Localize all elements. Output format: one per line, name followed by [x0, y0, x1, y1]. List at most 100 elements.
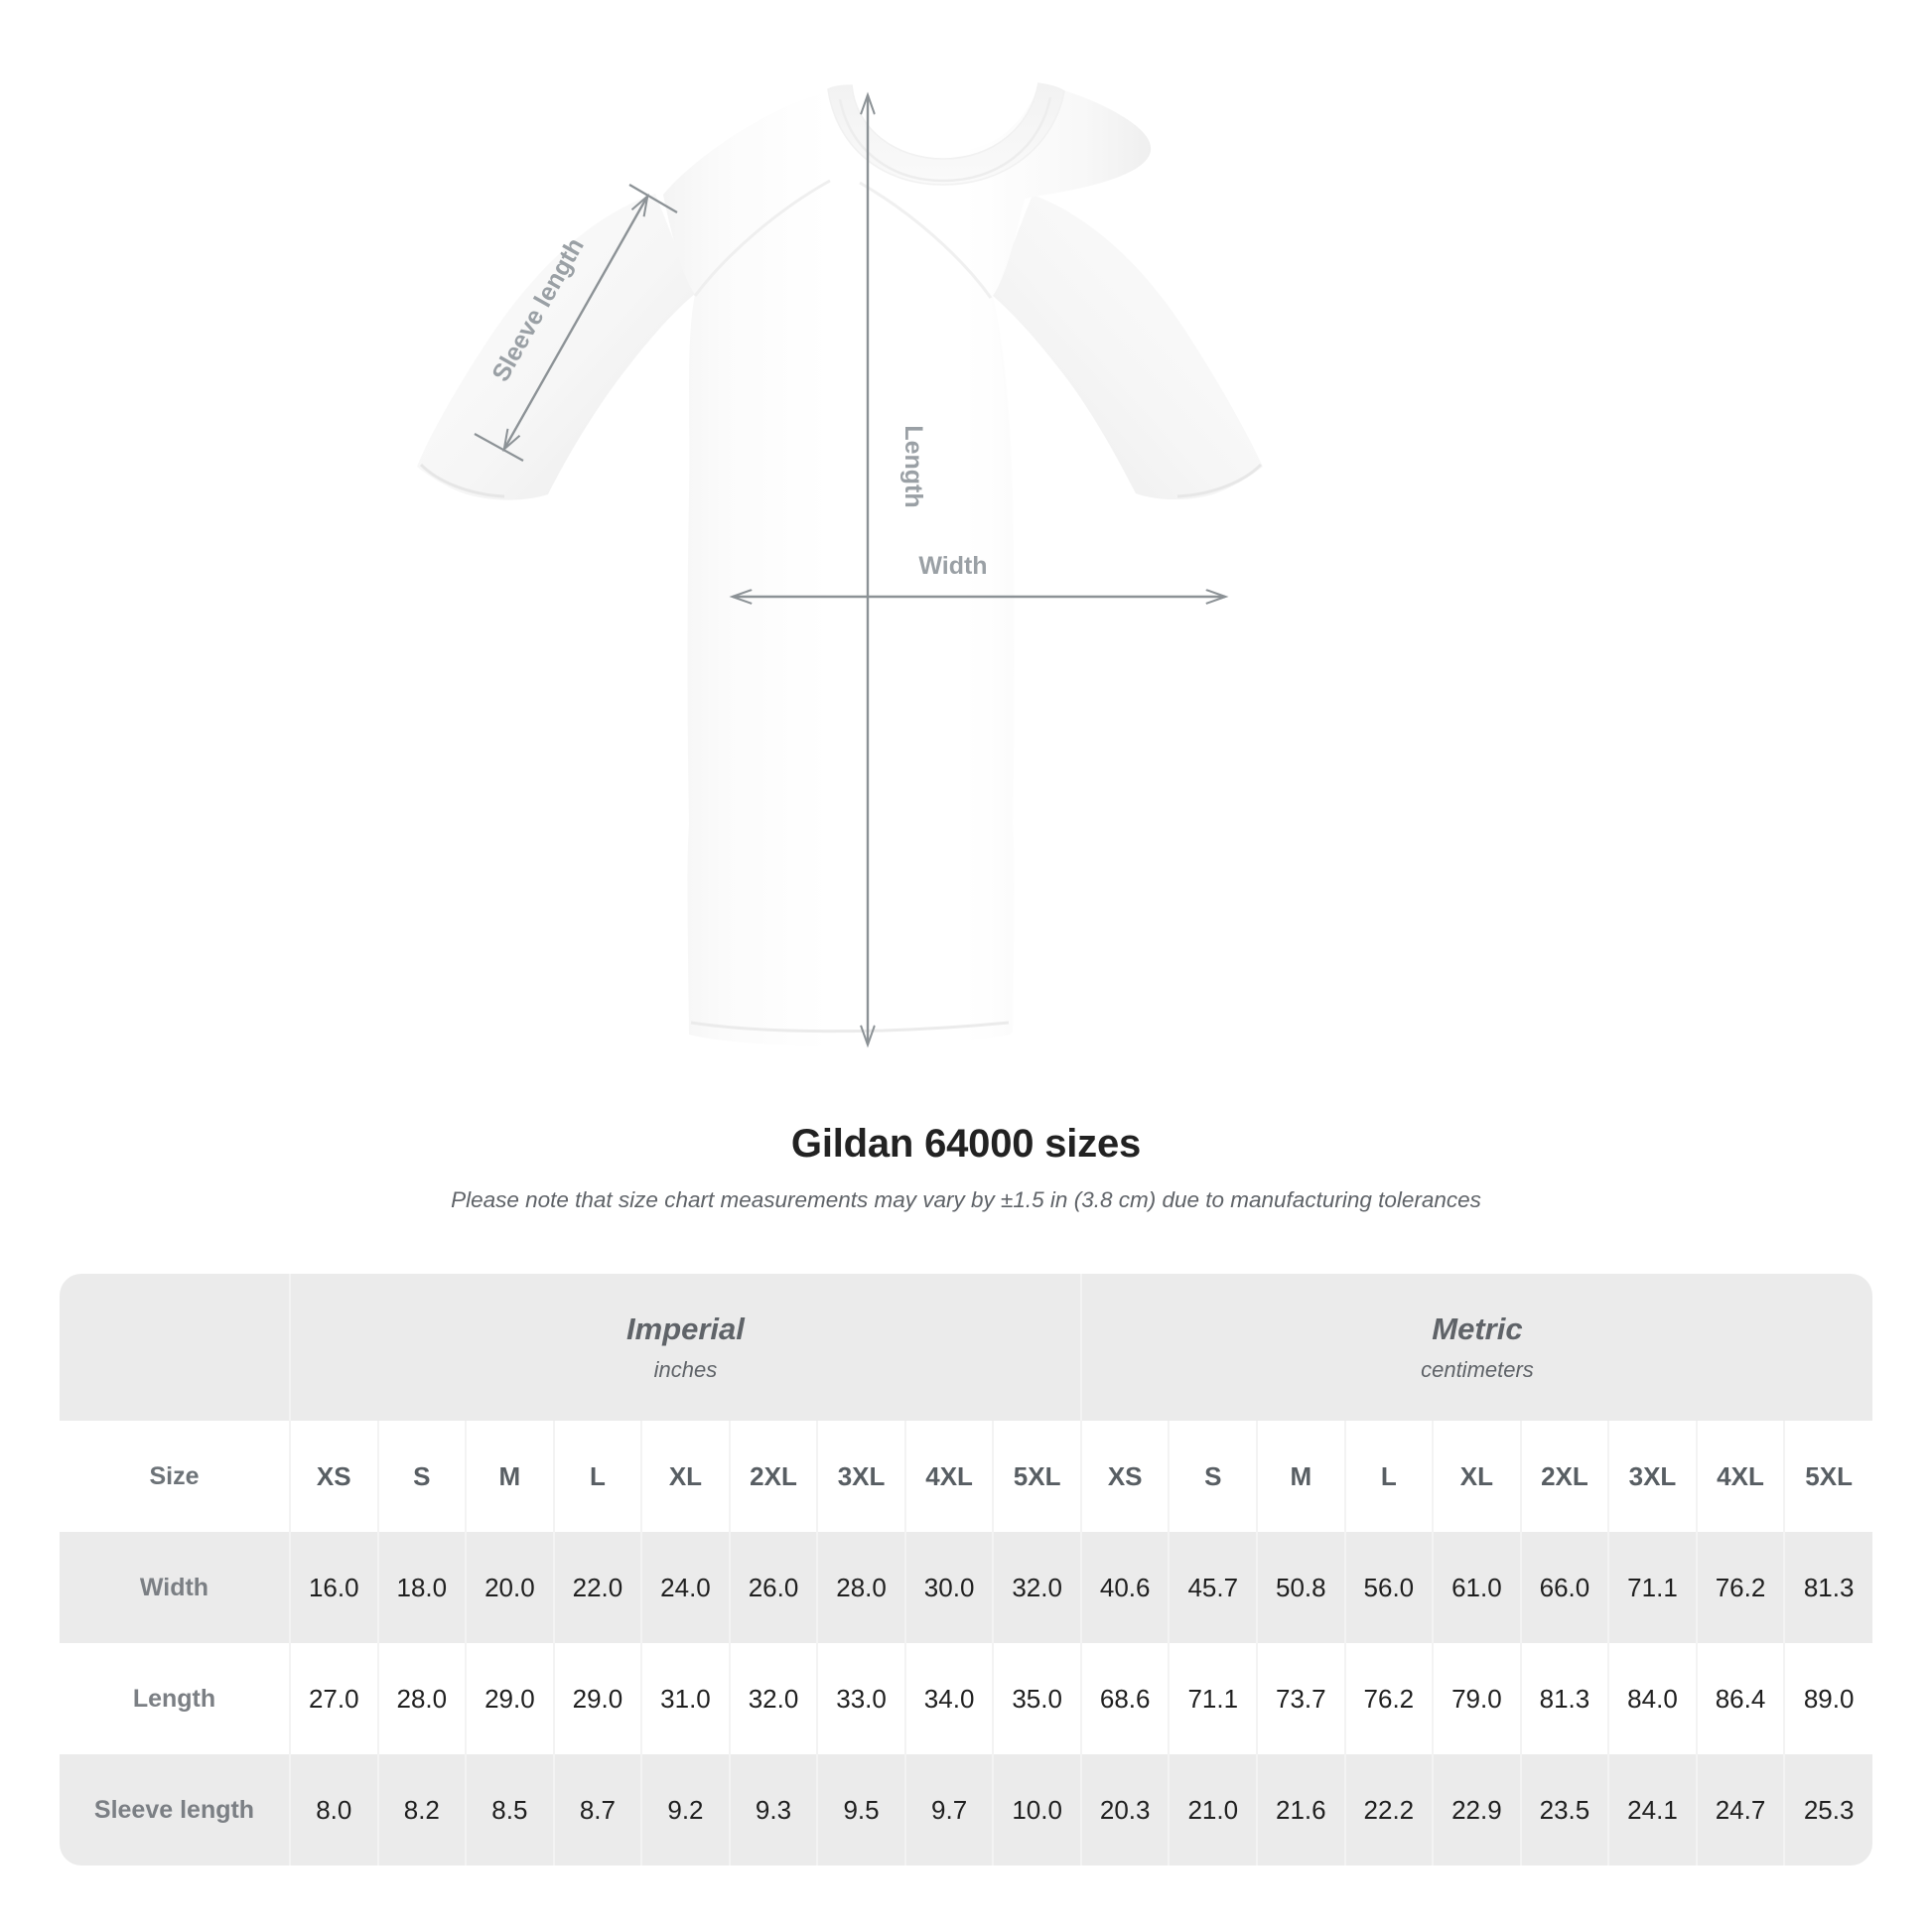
left-sleeve-hem — [419, 463, 505, 498]
cell-value: 20.0 — [484, 1572, 535, 1602]
tshirt-illustration: Length Width Sleeve length — [417, 82, 1263, 1112]
size-header-metric-7: 4XL — [1717, 1460, 1764, 1491]
size-header-imperial-5: 2XL — [750, 1460, 797, 1491]
cell-value: 21.0 — [1187, 1794, 1239, 1825]
size-header-metric-3: L — [1380, 1460, 1397, 1491]
unit-group-metric-sub: centimeters — [1421, 1356, 1534, 1382]
tolerance-note: Please note that size chart measurements… — [451, 1187, 1481, 1212]
cell-value: 24.0 — [660, 1572, 711, 1602]
cell-value: 8.7 — [579, 1794, 616, 1825]
table-row: Sleeve length 8.0 8.2 8.5 8.7 9.2 9.3 9.… — [60, 1754, 1872, 1865]
left-sleeve — [417, 194, 695, 500]
collar-inner-line — [838, 96, 1052, 183]
right-sleeve-hem — [1176, 463, 1263, 498]
cell-value: 50.8 — [1275, 1572, 1326, 1602]
size-header-metric-0: XS — [1107, 1460, 1143, 1491]
cell-value: 68.6 — [1099, 1683, 1151, 1714]
size-header-imperial-3: L — [589, 1460, 606, 1491]
size-header-imperial-0: XS — [316, 1460, 351, 1491]
cell-value: 35.0 — [1012, 1683, 1062, 1714]
cell-value: 86.4 — [1715, 1683, 1766, 1714]
cell-value: 34.0 — [923, 1683, 975, 1714]
size-header-imperial-1: S — [413, 1460, 431, 1491]
cell-value: 45.7 — [1187, 1572, 1239, 1602]
cell-value: 61.0 — [1451, 1572, 1502, 1602]
row-label-sleeve-length: Sleeve length — [60, 1754, 290, 1865]
cell-value: 73.7 — [1275, 1683, 1326, 1714]
size-header-imperial-8: 5XL — [1013, 1460, 1061, 1491]
row-label-length: Length — [60, 1643, 290, 1754]
size-header-imperial-4: XL — [668, 1460, 703, 1491]
size-header-metric-4: XL — [1459, 1460, 1493, 1491]
cell-value: 9.7 — [931, 1794, 968, 1825]
cell-value: 24.1 — [1627, 1794, 1678, 1825]
cell-value: 22.0 — [572, 1572, 623, 1602]
cell-value: 22.9 — [1451, 1794, 1502, 1825]
cell-value: 9.3 — [755, 1794, 792, 1825]
size-header-metric-1: S — [1204, 1460, 1222, 1491]
cell-value: 18.0 — [396, 1572, 448, 1602]
cell-value: 20.3 — [1099, 1794, 1151, 1825]
cell-value: 22.2 — [1363, 1794, 1415, 1825]
cell-value: 81.3 — [1539, 1683, 1590, 1714]
sleeve-tick-top — [628, 184, 678, 213]
cell-value: 29.0 — [484, 1683, 535, 1714]
cell-value: 8.0 — [316, 1794, 352, 1825]
cell-value: 29.0 — [572, 1683, 623, 1714]
cell-value: 76.2 — [1363, 1683, 1415, 1714]
cell-value: 30.0 — [923, 1572, 975, 1602]
right-sleeve — [993, 195, 1263, 500]
size-header-imperial-2: M — [498, 1460, 521, 1491]
size-chart-table-container: Imperial inches Metric centimeters Size … — [60, 1274, 1872, 1865]
size-header-metric-6: 3XL — [1628, 1460, 1677, 1491]
unit-header-row: Imperial inches Metric centimeters — [60, 1274, 1872, 1421]
cell-value: 79.0 — [1451, 1683, 1502, 1714]
cell-value: 9.5 — [843, 1794, 880, 1825]
size-header-imperial-6: 3XL — [837, 1460, 886, 1491]
cell-value: 56.0 — [1363, 1572, 1415, 1602]
bottom-hem — [690, 1021, 1010, 1034]
cell-value: 8.5 — [491, 1794, 528, 1825]
table-row: Length 27.0 28.0 29.0 29.0 31.0 32.0 33.… — [60, 1643, 1872, 1754]
size-header-row: Size XS S M L XL 2XL 3XL 4XL 5XL XS S M … — [60, 1421, 1872, 1532]
cell-value: 81.3 — [1803, 1572, 1855, 1602]
cell-value: 66.0 — [1539, 1572, 1590, 1602]
cell-value: 25.3 — [1803, 1794, 1855, 1825]
cell-value: 89.0 — [1803, 1683, 1855, 1714]
unit-group-metric: Metric centimeters — [1079, 1274, 1872, 1421]
left-shoulder-seam — [693, 179, 831, 297]
shirt-body-main — [663, 84, 1152, 1047]
unit-group-imperial-sub: inches — [653, 1356, 718, 1382]
cell-value: 71.1 — [1627, 1572, 1678, 1602]
cell-value: 28.0 — [396, 1683, 448, 1714]
cell-value: 27.0 — [308, 1683, 359, 1714]
width-label: Width — [918, 552, 987, 580]
size-header-imperial-7: 4XL — [925, 1460, 973, 1491]
length-label: Length — [899, 425, 927, 507]
cell-value: 40.6 — [1099, 1572, 1151, 1602]
cell-value: 32.0 — [748, 1683, 799, 1714]
cell-value: 9.2 — [667, 1794, 704, 1825]
cell-value: 84.0 — [1627, 1683, 1678, 1714]
page-title: Gildan 64000 sizes — [790, 1122, 1142, 1166]
unit-group-imperial-name: Imperial — [626, 1311, 745, 1346]
size-row-label: Size — [60, 1421, 290, 1532]
tshirt-svg: Length Width Sleeve length — [417, 82, 1263, 1112]
table-row: Width 16.0 18.0 20.0 22.0 24.0 26.0 28.0… — [60, 1532, 1872, 1643]
size-header-metric-5: 2XL — [1541, 1460, 1588, 1491]
cell-value: 32.0 — [1012, 1572, 1062, 1602]
cell-value: 31.0 — [660, 1683, 711, 1714]
cell-value: 16.0 — [308, 1572, 359, 1602]
cell-value: 21.6 — [1275, 1794, 1326, 1825]
cell-value: 28.0 — [836, 1572, 887, 1602]
collar — [827, 82, 1065, 186]
cell-value: 10.0 — [1012, 1794, 1062, 1825]
sleeve-tick-bottom — [474, 433, 524, 462]
cell-value: 71.1 — [1187, 1683, 1239, 1714]
cell-value: 23.5 — [1539, 1794, 1590, 1825]
row-label-width: Width — [60, 1532, 290, 1643]
cell-value: 26.0 — [748, 1572, 799, 1602]
chart-header: Gildan 64000 sizes Please note that size… — [0, 1120, 1932, 1214]
right-shoulder-seam — [859, 181, 993, 299]
sleeve-length-arrow — [504, 197, 647, 449]
